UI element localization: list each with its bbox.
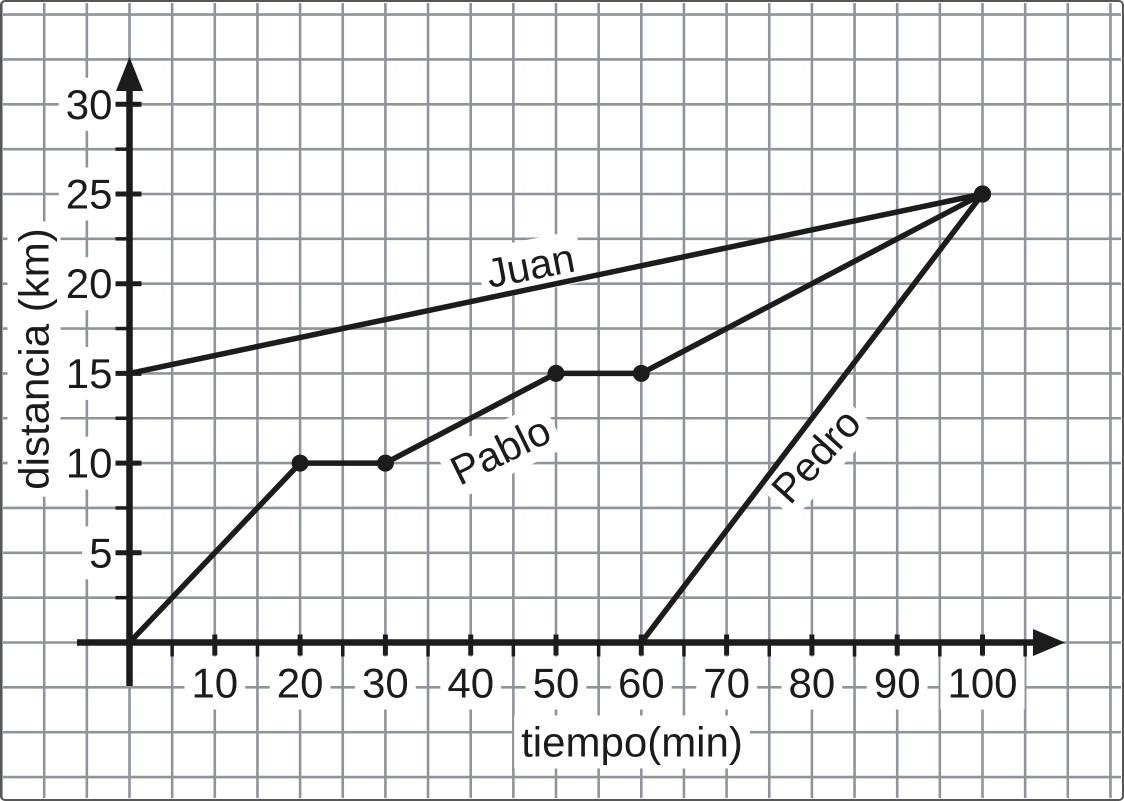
y-tick-label-25-halo: [58, 167, 120, 221]
series-label-pedro-halo: [755, 392, 877, 520]
data-point-pablo-60-15: [632, 364, 650, 382]
x-tick-label-30-group: 30: [355, 656, 416, 710]
x-tick-label-30-halo: [355, 656, 416, 710]
y-tick-label-25-group: 25: [58, 167, 120, 221]
y-tick-label-5-group: 5: [82, 526, 120, 580]
x-tick-label-100-group: 100: [940, 656, 1025, 710]
x-tick-label-10-group: 10: [184, 656, 246, 710]
y-tick-label-30-halo: [58, 77, 120, 131]
data-point-pablo-20-10: [291, 454, 309, 472]
y-tick-label-30: 30: [66, 81, 113, 128]
x-tick-label-80-group: 80: [781, 656, 843, 710]
x-tick-label-90-halo: [866, 656, 928, 710]
x-tick-label-70: 70: [703, 660, 750, 707]
x-tick-label-20: 20: [277, 660, 324, 707]
x-tick-label-70-group: 70: [696, 656, 757, 710]
x-tick-label-50: 50: [533, 660, 580, 707]
y-tick-label-20: 20: [66, 260, 113, 307]
x-tick-label-100: 100: [947, 660, 1017, 707]
x-tick-label-40: 40: [447, 660, 494, 707]
y-tick-label-30-group: 30: [58, 77, 120, 131]
x-tick-label-60: 60: [618, 660, 665, 707]
x-tick-label-100-halo: [940, 656, 1025, 710]
y-tick-label-5-halo: [82, 526, 120, 580]
y-axis-arrow: [116, 57, 143, 91]
y-tick-label-10-group: 10: [58, 436, 120, 490]
x-tick-label-60-halo: [610, 656, 672, 710]
x-tick-label-20-group: 20: [269, 656, 331, 710]
y-axis-title-halo: [7, 221, 61, 497]
data-point-pablo-30-10: [376, 454, 394, 472]
x-tick-label-80: 80: [789, 660, 836, 707]
data-point-pablo-50-15: [547, 364, 565, 382]
x-tick-label-40-group: 40: [440, 656, 502, 710]
axes: [77, 57, 1065, 686]
y-tick-label-15-group: 15: [58, 346, 120, 400]
y-tick-label-20-group: 20: [58, 257, 120, 311]
x-tick-label-10-halo: [184, 656, 246, 710]
x-tick-label-50-halo: [525, 656, 587, 710]
labels: 10 20 30 40 50 60 70 80 90 100 5 10 15 20 25 30 distanci…: [7, 77, 1025, 769]
series-line-pedro: [638, 191, 986, 646]
x-tick-label-30: 30: [362, 660, 409, 707]
y-axis-title-group: distancia (km): [7, 221, 61, 497]
series: [126, 185, 991, 646]
x-axis-title-group: tiempo(min): [514, 715, 750, 769]
x-axis-title: tiempo(min): [521, 719, 743, 766]
x-axis-arrow: [1033, 629, 1065, 656]
y-tick-label-15: 15: [66, 350, 113, 397]
data-point-pedro-100-25: [974, 185, 991, 203]
y-tick-label-20-halo: [58, 257, 120, 311]
y-tick-label-25: 25: [66, 171, 113, 218]
series-label-pablo-group: Pablo: [435, 401, 566, 500]
x-tick-label-10: 10: [191, 660, 238, 707]
x-tick-label-40-halo: [440, 656, 502, 710]
x-tick-label-90-group: 90: [866, 656, 928, 710]
x-tick-label-50-group: 50: [525, 656, 587, 710]
series-line-pablo: [126, 191, 986, 646]
x-tick-label-20-halo: [269, 656, 331, 710]
x-tick-label-80-halo: [781, 656, 843, 710]
x-tick-label-70-halo: [696, 656, 757, 710]
series-line-juan: [126, 191, 986, 377]
x-tick-label-90: 90: [874, 660, 921, 707]
y-tick-label-15-halo: [58, 346, 120, 400]
y-tick-label-10: 10: [66, 440, 113, 487]
series-label-pablo: Pablo: [443, 407, 557, 494]
y-axis-title: distancia (km): [11, 228, 58, 489]
x-tick-label-60-group: 60: [610, 656, 672, 710]
x-axis-title-halo: [514, 715, 750, 769]
y-tick-label-5: 5: [89, 529, 112, 576]
series-label-pablo-halo: [435, 401, 566, 500]
y-tick-label-10-halo: [58, 436, 120, 490]
